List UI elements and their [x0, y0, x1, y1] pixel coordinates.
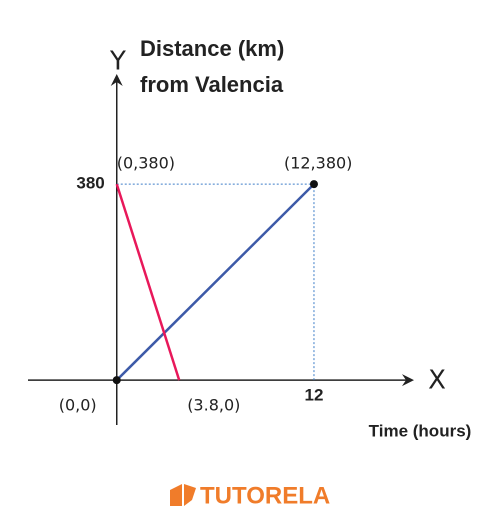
- x-axis-name: X: [428, 366, 446, 396]
- point-label: (12,380): [284, 154, 352, 173]
- point: [112, 376, 121, 385]
- y-axis-arrow: [110, 74, 123, 86]
- point-label: (3.8,0): [187, 396, 240, 415]
- y-tick-label: 380: [76, 174, 104, 193]
- x-tick-label: 12: [305, 386, 324, 405]
- x-axis-label: Time (hours): [369, 421, 472, 440]
- chart-title: Distance (km): [140, 36, 284, 61]
- y-axis-name: Y: [109, 47, 126, 77]
- point: [309, 180, 318, 189]
- point-label: (0,0): [59, 396, 97, 415]
- line: [115, 183, 181, 381]
- logo-text: TUTORELA: [200, 482, 330, 509]
- x-axis-arrow: [402, 374, 414, 387]
- logo-icon: [170, 484, 196, 506]
- chart-title: from Valencia: [140, 72, 284, 97]
- point-label: (0,380): [117, 154, 175, 173]
- line: [115, 183, 315, 382]
- logo: TUTORELA: [170, 482, 330, 509]
